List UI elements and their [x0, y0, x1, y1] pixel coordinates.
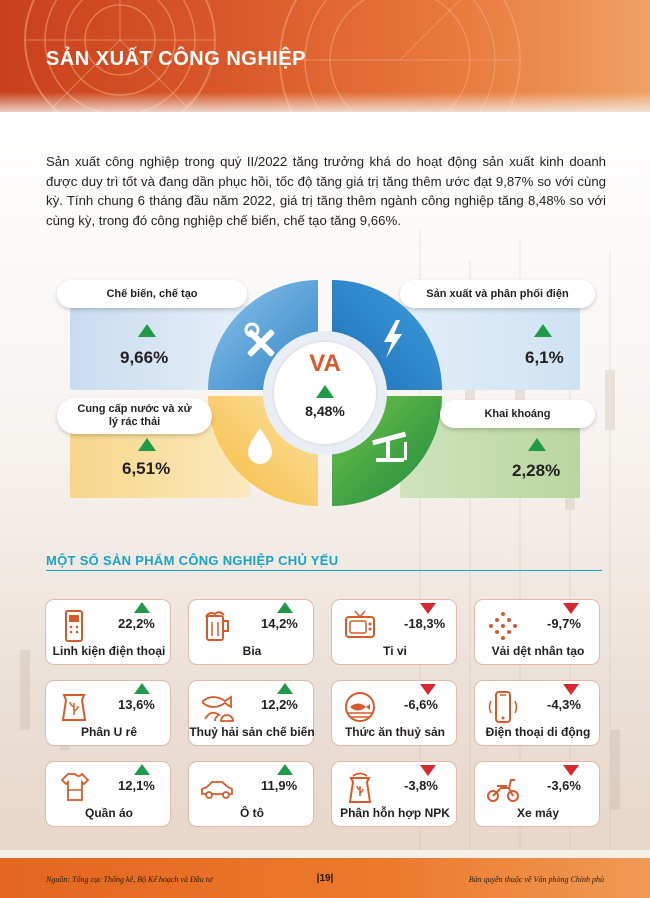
fabric-icon — [489, 612, 517, 640]
sector-label-water: Cung cấp nước và xử lý rác thải — [57, 398, 212, 434]
product-card: -4,3% Điện thoại di động — [474, 680, 600, 746]
product-value: -18,3% — [404, 616, 446, 631]
footer-copyright: Bản quyền thuộc về Văn phòng Chính phủ — [468, 875, 604, 884]
sector-label-electricity: Sản xuất và phân phối điện — [400, 280, 595, 308]
car-icon — [201, 781, 233, 799]
trend-up-icon — [134, 764, 150, 775]
product-name: Thức ăn thuỷ sản — [344, 725, 446, 739]
product-card: 11,9% Ô tô — [188, 761, 314, 827]
trend-up-icon — [134, 683, 150, 694]
trend-down-icon — [563, 684, 579, 695]
product-card: -6,6% Thức ăn thuỷ sản — [331, 680, 457, 746]
product-card: -18,3% Ti vi — [331, 599, 457, 665]
product-card: -9,7% Vải dệt nhân tạo — [474, 599, 600, 665]
sector-label-mining: Khai khoáng — [440, 400, 595, 428]
clothes-icon — [60, 772, 90, 801]
trend-up-icon — [277, 602, 293, 613]
intro-paragraph: Sản xuất công nghiệp trong quý II/2022 t… — [46, 154, 606, 228]
header-fade — [0, 92, 650, 112]
tv-icon — [345, 610, 375, 638]
trend-down-icon — [420, 765, 436, 776]
trend-up-icon — [138, 324, 156, 337]
mobile-phone-icon — [488, 691, 518, 723]
product-name: Bia — [242, 644, 262, 658]
trend-up-icon — [277, 683, 293, 694]
trend-up-icon — [277, 764, 293, 775]
product-name: Thuỷ hải sản chế biến — [189, 725, 315, 739]
trend-up-icon — [316, 385, 334, 398]
product-name: Linh kiện điện thoại — [52, 644, 166, 658]
product-value: -9,7% — [547, 616, 581, 631]
sector-value: 6,51% — [122, 459, 171, 478]
sector-label-manufacturing: Chế biến, chế tạo — [57, 280, 247, 308]
product-card: 12,1% Quần áo — [45, 761, 171, 827]
va-center-label: VA — [309, 350, 341, 377]
fish-feed-icon — [345, 692, 375, 722]
products-section-title: MỘT SỐ SẢN PHẨM CÔNG NGHIỆP CHỦ YẾU — [46, 553, 339, 568]
product-value: 13,6% — [118, 697, 155, 712]
sector-value: 2,28% — [512, 461, 561, 480]
product-card: 13,6% Phân U rê — [45, 680, 171, 746]
va-diagram: 9,66% 6,1% 6,51% 2,28% — [55, 278, 595, 508]
product-card: 14,2% Bia — [188, 599, 314, 665]
product-name: Ti vi — [383, 644, 407, 658]
phone-component-icon — [65, 610, 83, 642]
va-ring — [208, 280, 442, 506]
product-card: -3,6% Xe máy — [474, 761, 600, 827]
motorbike-icon — [487, 779, 519, 802]
page-number: |19| — [316, 873, 334, 884]
footer-source: Nguồn: Tổng cục Thống kê, Bộ Kế hoạch và… — [46, 875, 213, 884]
beer-icon — [205, 611, 229, 641]
trend-down-icon — [563, 765, 579, 776]
page-footer: Nguồn: Tổng cục Thống kê, Bộ Kế hoạch và… — [0, 858, 650, 898]
sector-label-water-text: Cung cấp nước và xử lý rác thải — [77, 403, 192, 428]
product-value: -4,3% — [547, 697, 581, 712]
product-card: 12,2% Thuỷ hải sản chế biến — [188, 680, 315, 746]
page-title: SẢN XUẤT CÔNG NGHIỆP — [46, 48, 307, 70]
product-name: Vải dệt nhân tạo — [491, 644, 585, 658]
product-name: Quần áo — [84, 806, 133, 820]
oil-pump-icon — [372, 431, 407, 462]
npk-bag-icon — [348, 772, 372, 803]
va-center-value: 8,48% — [305, 403, 345, 419]
product-name: Ô tô — [240, 806, 264, 820]
sector-card-mining: 2,28% — [400, 414, 580, 498]
product-card: -3,8% Phân hỗn hợp NPK — [331, 761, 457, 827]
product-name: Phân hỗn hợp NPK — [340, 806, 450, 820]
trend-up-icon — [534, 324, 552, 337]
product-name: Xe máy — [516, 806, 560, 820]
lightning-icon — [384, 320, 402, 358]
product-value: 14,2% — [261, 616, 298, 631]
product-value: 12,2% — [261, 697, 298, 712]
trend-down-icon — [563, 603, 579, 614]
product-name: Điện thoại di động — [485, 725, 591, 739]
sector-value: 9,66% — [120, 348, 169, 367]
product-value: -3,6% — [547, 778, 581, 793]
tools-icon — [244, 322, 275, 357]
product-value: 12,1% — [118, 778, 155, 793]
header-banner: SẢN XUẤT CÔNG NGHIỆP — [0, 0, 650, 112]
trend-up-icon — [138, 438, 156, 451]
sector-value: 6,1% — [525, 348, 564, 367]
product-card: 22,2% Linh kiện điện thoại — [45, 599, 171, 665]
section-divider — [46, 570, 602, 571]
trend-up-icon — [528, 438, 546, 451]
trend-down-icon — [420, 684, 436, 695]
product-value: 22,2% — [118, 616, 155, 631]
product-value: -6,6% — [404, 697, 438, 712]
water-drop-icon — [248, 428, 272, 464]
product-value: -3,8% — [404, 778, 438, 793]
product-value: 11,9% — [261, 778, 298, 793]
fertilizer-bag-icon — [61, 694, 87, 721]
seafood-icon — [202, 695, 234, 722]
trend-down-icon — [420, 603, 436, 614]
trend-up-icon — [134, 602, 150, 613]
product-name: Phân U rê — [80, 725, 137, 739]
